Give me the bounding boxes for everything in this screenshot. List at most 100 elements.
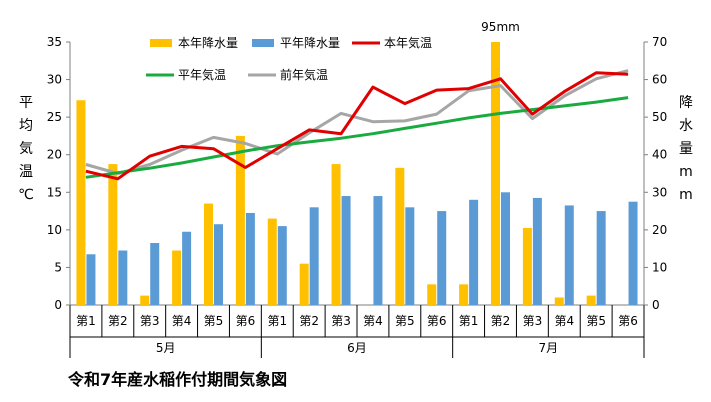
month-label: 6月 [347,341,367,355]
normal-precip-bar [437,211,447,305]
x-category-label: 第3 [140,314,160,328]
legend-label: 本年気温 [384,35,432,50]
current-precip-bar [522,227,532,305]
normal-precip-bar [150,243,160,305]
x-category-label: 第4 [363,314,383,328]
current-precip-bar [554,297,564,305]
right-axis-title-char: 降 [679,95,693,111]
current-precip-bar [299,263,309,305]
left-axis-title-char: 平 [19,95,33,111]
current-precip-bar [140,295,150,305]
right-tick-label: 50 [652,110,667,124]
category-labels: 第1 第2 第3 第4 第5 第6 第1 第2 第3 第4 第5 第6 第1 第2 第3 第4 第5 第6 5月 6月… [76,314,638,355]
left-tick-label: 10 [47,223,62,237]
left-axis-title-char: 均 [19,118,33,134]
normal-precip-bar [182,231,192,305]
left-tick-label: 35 [47,35,62,49]
current-precip-bar [395,167,405,305]
left-axis-title-char: 気 [19,141,33,157]
normal-precip-bar [469,199,479,305]
normal-precip-bar [373,196,383,305]
bar-marks [76,42,638,305]
x-category-label: 第3 [331,314,351,328]
current-precip-bar [108,164,118,305]
x-category-label: 第1 [267,314,287,328]
right-tick-label: 40 [652,148,667,162]
x-category-label: 第4 [554,314,574,328]
normal-precip-bar [628,201,638,305]
legend-label: 本年降水量 [178,36,238,50]
chart-axes [69,42,645,358]
legend-swatch [252,39,274,47]
current-precip-bar [459,284,469,305]
month-label: 7月 [539,341,559,355]
x-category-label: 第5 [395,314,415,328]
normal-precip-bar [501,192,510,305]
bar-overflow-annotation: 95mm [481,20,520,34]
x-category-label: 第6 [618,314,638,328]
x-category-label: 第3 [523,314,543,328]
legend-label: 平年降水量 [280,36,340,50]
right-tick-label: 20 [652,223,667,237]
current-precip-bar [204,203,213,305]
current-precip-bar [331,164,341,305]
current-precip-bar [76,100,86,305]
right-tick-label: 60 [652,73,667,87]
current-precip-bar [267,218,277,305]
left-axis-title-char: 温 [19,164,33,180]
right-axis-title-char: m [679,187,693,203]
legend-label: 平年気温 [178,67,226,82]
left-tick-label: 5 [54,260,62,274]
normal-precip-bar [405,207,415,305]
normal-precip-bar [245,212,255,305]
left-tick-label: 30 [47,73,62,87]
x-category-label: 第1 [76,314,96,328]
normal-precip-bar [341,196,351,305]
x-category-label: 第1 [459,314,479,328]
right-axis-title-char: m [679,164,693,180]
left-tick-label: 25 [47,110,62,124]
x-category-label: 第5 [204,314,224,328]
right-tick-label: 70 [652,35,667,49]
normal-precip-bar [118,250,128,305]
x-category-label: 第5 [586,314,606,328]
normal-precip-bar [564,205,574,305]
right-axis-title-char: 量 [679,141,693,157]
left-tick-label: 0 [54,298,62,312]
current-precip-bar [586,295,596,305]
legend-swatch [150,39,172,47]
left-axis-title-char: ℃ [18,187,34,203]
tick-labels: 0 5 10 15 20 25 30 35 0 10 20 30 40 50 60 70 [47,35,668,312]
current-temp-line [85,71,629,181]
normal-precip-bar [532,197,542,305]
current-precip-bar [427,284,437,305]
x-category-label: 第4 [172,314,192,328]
x-category-label: 第2 [491,314,511,328]
previous-temp-line [85,69,629,175]
legend-label: 前年気温 [280,67,328,82]
right-tick-label: 10 [652,260,667,274]
chart-annotations: 95mm [481,20,520,34]
month-label: 5月 [156,341,176,355]
x-category-label: 第6 [427,314,447,328]
right-tick-label: 30 [652,185,667,199]
left-tick-label: 20 [47,148,62,162]
chart-title: 令和7年産水稲作付期間気象図 [68,370,288,389]
right-tick-label: 0 [652,298,660,312]
current-precip-bar [491,42,500,305]
current-precip-bar [235,135,245,305]
normal-precip-bar [277,226,287,305]
current-precip-bar [172,250,182,305]
x-category-label: 第2 [299,314,319,328]
normal-precip-bar [596,211,606,305]
right-axis-title-char: 水 [679,118,693,134]
left-tick-label: 15 [47,185,62,199]
normal-precip-bar [309,207,319,305]
line-marks [85,69,629,181]
x-category-label: 第2 [108,314,128,328]
